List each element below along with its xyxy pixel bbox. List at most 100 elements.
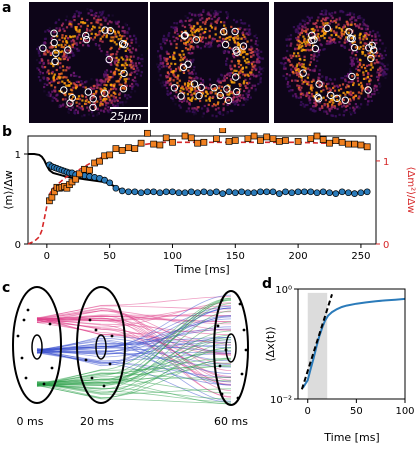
y-tick-label: 10⁰: [275, 285, 292, 296]
data-point-blue: [213, 188, 220, 196]
tracked-particle-marker: [308, 36, 316, 44]
data-point-blue: [363, 188, 371, 196]
tracked-particle-marker: [50, 29, 58, 37]
tracked-particle-marker: [89, 103, 97, 112]
data-point-orange: [125, 144, 132, 152]
particle-dot: [88, 318, 92, 322]
data-point-blue: [225, 188, 233, 196]
scale-bar-label: 25μm: [110, 110, 142, 123]
tracked-particle-marker: [195, 92, 203, 100]
data-point-blue: [357, 189, 365, 197]
x-tick-label: 100: [395, 406, 414, 417]
particle-dot: [90, 376, 94, 380]
tracked-particle-marker: [323, 24, 331, 32]
data-point-orange: [187, 134, 195, 142]
time-label-0ms: 0 ms: [17, 415, 44, 428]
tracked-particle-marker: [105, 55, 113, 64]
data-point-orange: [257, 137, 264, 144]
data-point-orange: [313, 132, 321, 140]
tracked-particle-marker: [348, 72, 356, 81]
scale-bar: [110, 107, 148, 109]
tracked-particle-marker: [181, 31, 189, 39]
data-point-blue: [231, 189, 239, 197]
tracked-particle-marker: [327, 91, 335, 100]
x-axis-label: Time [ms]: [323, 431, 379, 444]
tracked-particle-marker: [239, 42, 248, 50]
tracked-particle-marker: [223, 85, 231, 93]
data-point-orange: [169, 138, 176, 146]
data-point-blue: [219, 190, 227, 197]
series-blue-line: [302, 297, 406, 389]
data-point-orange: [194, 139, 201, 147]
data-point-blue: [162, 188, 170, 196]
data-point-orange: [282, 137, 289, 144]
tracked-particle-marker: [350, 43, 359, 52]
tracked-particle-marker: [120, 69, 128, 78]
data-point-orange: [156, 141, 164, 149]
data-point-orange: [200, 138, 208, 146]
tracked-particle-marker: [233, 48, 241, 56]
particle-dot: [218, 364, 222, 368]
x-tick-label: 250: [351, 251, 370, 262]
particle-dot: [102, 384, 106, 388]
tracked-particle-marker: [232, 73, 240, 81]
tracked-particle-marker: [119, 85, 128, 93]
data-point-orange: [213, 135, 220, 143]
tracked-particle-marker: [210, 84, 218, 92]
ellipse-0ms: [12, 286, 62, 404]
chart-panel-b: 0 50 100 150 200 250 0 1 0 1 Time [ms] ⟨m⟩/Δw ⟨Δ…: [2, 128, 416, 276]
tracked-particle-marker: [180, 32, 189, 40]
x-tick-label: 200: [289, 251, 308, 262]
microscopy-image-3: [274, 2, 393, 123]
plot-frame: [27, 135, 377, 245]
data-point-blue: [101, 176, 108, 184]
tracked-particle-marker: [82, 35, 91, 44]
microscopy-image-2: [150, 2, 269, 123]
x-tick-label: 0: [305, 406, 311, 417]
data-point-blue: [275, 190, 283, 197]
left-tick-label: 1: [15, 150, 21, 161]
panel-letter-b: b: [2, 124, 13, 140]
tracked-particle-marker: [197, 83, 205, 92]
data-point-orange: [106, 151, 114, 159]
time-label-20ms: 20 ms: [80, 415, 114, 428]
tracked-particle-marker: [220, 28, 228, 36]
particle-dot: [48, 322, 52, 326]
data-point-blue: [137, 189, 145, 197]
particle-dot: [220, 298, 224, 302]
trajectory-diagram: 0 ms 20 ms 60 ms: [12, 286, 249, 428]
data-point-blue: [112, 184, 120, 192]
tracked-particle-marker: [367, 54, 375, 63]
tracked-particle-marker: [170, 84, 179, 92]
tracked-particle-marker: [190, 80, 199, 88]
tracked-particle-marker: [101, 26, 109, 34]
series-red-dashed: [27, 141, 368, 245]
particle-dot: [220, 392, 224, 396]
y-axis-label: ⟨Δx(t)⟩: [264, 326, 277, 362]
data-point-orange: [294, 138, 302, 145]
data-point-orange: [332, 137, 340, 144]
right-tick-label: 1: [383, 157, 389, 168]
tracked-particle-marker: [364, 86, 372, 94]
chart-panel-d: 0 50 100 10⁰ 10⁻² Time [ms] ⟨Δx(t)⟩: [264, 285, 415, 444]
data-point-blue: [313, 189, 321, 197]
data-point-blue: [269, 188, 277, 196]
tracked-particle-marker: [51, 57, 59, 66]
data-point-blue: [181, 189, 189, 197]
data-point-blue: [345, 189, 352, 197]
data-point-blue: [118, 187, 126, 195]
tracked-particle-marker: [52, 49, 60, 57]
data-point-orange: [144, 129, 151, 137]
tracked-particle-marker: [233, 87, 241, 96]
tracked-particle-marker: [50, 38, 58, 47]
data-point-blue: [326, 189, 333, 197]
data-point-orange: [150, 140, 157, 148]
tracked-particle-marker: [106, 27, 115, 35]
data-point-orange: [225, 138, 233, 145]
data-point-orange: [363, 143, 371, 151]
particle-dot: [242, 328, 246, 332]
particle-dot: [108, 362, 112, 366]
data-point-orange: [231, 137, 239, 144]
data-point-orange: [112, 145, 120, 152]
tracked-particle-marker: [66, 99, 74, 107]
